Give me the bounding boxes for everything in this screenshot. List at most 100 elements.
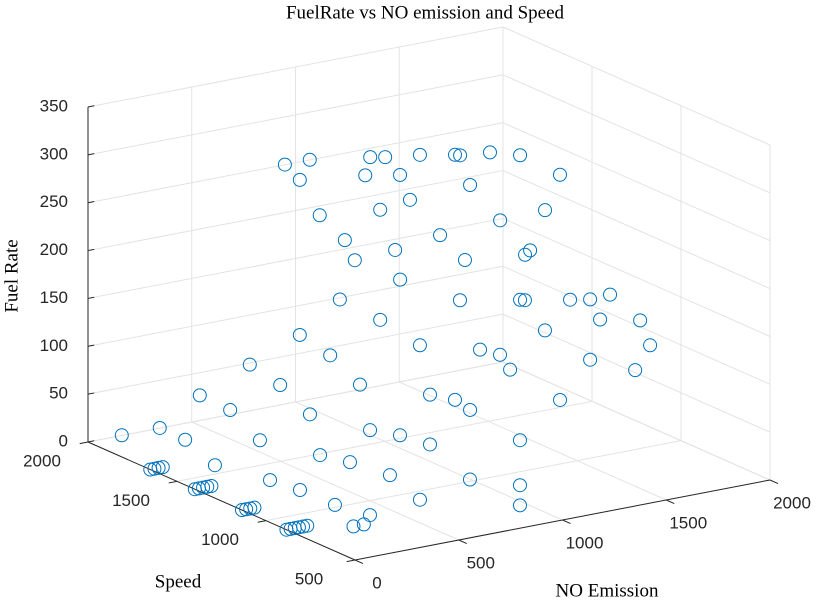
point <box>583 352 598 367</box>
point <box>223 403 238 418</box>
z-tick <box>87 392 95 395</box>
point <box>252 433 267 448</box>
z-tick <box>87 440 95 443</box>
point <box>448 147 463 162</box>
y-tick-label: 1500 <box>112 491 150 510</box>
point <box>323 348 338 363</box>
grid-line <box>399 381 667 501</box>
point <box>152 420 167 435</box>
point <box>363 150 378 165</box>
x-tick <box>354 559 364 564</box>
point <box>192 388 207 403</box>
grid-line <box>502 170 771 290</box>
grid-line <box>176 400 593 482</box>
grid-line <box>191 421 459 541</box>
z-tick <box>87 105 95 108</box>
axes-layer: 0500100015002000500100015002000050100150… <box>23 96 811 592</box>
point <box>327 497 342 512</box>
point <box>151 460 166 475</box>
y-tick <box>257 520 267 523</box>
point <box>457 253 472 268</box>
z-tick-label: 350 <box>40 96 68 115</box>
point <box>523 243 538 258</box>
x-tick-label: 1000 <box>566 533 604 552</box>
y-axis-title: Speed <box>155 571 202 592</box>
point <box>382 468 397 483</box>
grid-line <box>87 361 504 443</box>
point <box>493 347 508 362</box>
grid-line <box>502 361 771 481</box>
grid-line <box>502 122 771 242</box>
point <box>207 458 222 473</box>
point <box>513 292 528 307</box>
point <box>512 433 527 448</box>
point <box>291 520 306 535</box>
z-tick <box>87 296 95 299</box>
z-tick-label: 150 <box>40 288 68 307</box>
point <box>583 292 598 307</box>
x-tick <box>458 539 467 544</box>
y-tick <box>79 441 89 445</box>
point <box>373 202 388 217</box>
point <box>493 213 508 228</box>
point <box>643 338 658 353</box>
grid-line <box>87 122 504 204</box>
point <box>552 167 567 182</box>
point <box>538 203 553 218</box>
y-tick <box>168 480 178 484</box>
x-tick-label: 1500 <box>669 513 707 532</box>
z-axis-title: Fuel Rate <box>1 239 22 312</box>
point <box>196 480 211 495</box>
grid-line <box>87 313 504 395</box>
point <box>239 502 254 517</box>
point <box>342 455 357 470</box>
point <box>512 478 527 493</box>
point <box>337 233 352 248</box>
x-tick-label: 2000 <box>773 493 811 512</box>
point <box>300 518 315 533</box>
point <box>263 473 278 488</box>
point <box>518 247 533 262</box>
point <box>433 228 448 243</box>
point <box>346 519 361 534</box>
grid-line <box>502 74 771 194</box>
x-tick <box>769 479 779 484</box>
grid-line <box>87 26 504 108</box>
point <box>200 479 215 494</box>
point <box>302 152 317 167</box>
point <box>402 192 417 207</box>
point <box>296 519 311 534</box>
point <box>204 479 219 493</box>
grid-line <box>87 74 504 156</box>
point <box>593 312 608 327</box>
point <box>313 448 328 463</box>
grid-line <box>502 313 771 433</box>
point <box>628 363 643 378</box>
y-tick <box>346 559 356 563</box>
z-tick <box>87 248 95 252</box>
x-tick-label: 0 <box>372 573 381 592</box>
grid-line <box>87 265 504 347</box>
point <box>412 338 427 353</box>
z-tick-label: 50 <box>49 384 68 403</box>
x-axis-title: NO Emission <box>556 580 659 601</box>
point <box>352 377 367 392</box>
point <box>447 392 462 407</box>
point <box>292 482 307 497</box>
point <box>292 327 307 342</box>
point <box>247 500 262 515</box>
point <box>393 428 407 443</box>
point <box>603 287 618 302</box>
point <box>517 293 532 308</box>
point <box>378 150 393 165</box>
point <box>273 378 288 393</box>
z-tick <box>87 344 95 347</box>
point <box>178 432 193 447</box>
marks-layer <box>114 145 658 537</box>
point <box>362 508 377 523</box>
point <box>388 242 403 257</box>
z-tick <box>87 201 95 204</box>
point <box>553 392 568 407</box>
point <box>356 517 371 532</box>
